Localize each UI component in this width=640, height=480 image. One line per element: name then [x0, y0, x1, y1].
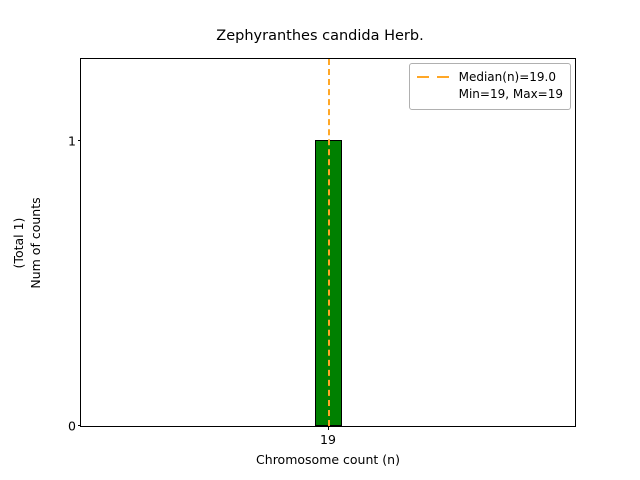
y-axis-label: (Total 1) Num of counts	[11, 197, 45, 288]
y-tick-mark-1	[77, 140, 81, 142]
y-axis-label-wrapper: (Total 1) Num of counts	[0, 58, 56, 427]
y-tick-mark-0	[77, 425, 81, 426]
legend: Median(n)=19.0 Min=19, Max=19	[408, 63, 571, 110]
median-line	[328, 59, 330, 426]
y-tick-label-0: 0	[68, 418, 76, 434]
legend-item-label: Median(n)=19.0 Min=19, Max=19	[459, 69, 563, 104]
dashed-line-marker-icon	[416, 69, 451, 85]
legend-median-text: Median(n)=19.0	[458, 70, 556, 84]
y-axis-label-subtitle: (Total 1)	[11, 217, 27, 268]
legend-minmax-text: Min=19, Max=19	[458, 87, 563, 102]
legend-item-median: Median(n)=19.0 Min=19, Max=19	[416, 69, 563, 104]
y-tick-label-1: 1	[68, 133, 76, 149]
page-title: Zephyranthes candida Herb.	[216, 28, 424, 44]
x-tick-mark-19	[328, 426, 329, 430]
y-axis-label-text: Num of counts	[28, 196, 43, 289]
x-axis-label: Chromosome count (n)	[256, 452, 400, 467]
x-tick-label-19: 19	[320, 432, 336, 447]
plot-area: 0 1 19 Median(n)=19.0 Min=19, Max=19	[68, 58, 576, 447]
